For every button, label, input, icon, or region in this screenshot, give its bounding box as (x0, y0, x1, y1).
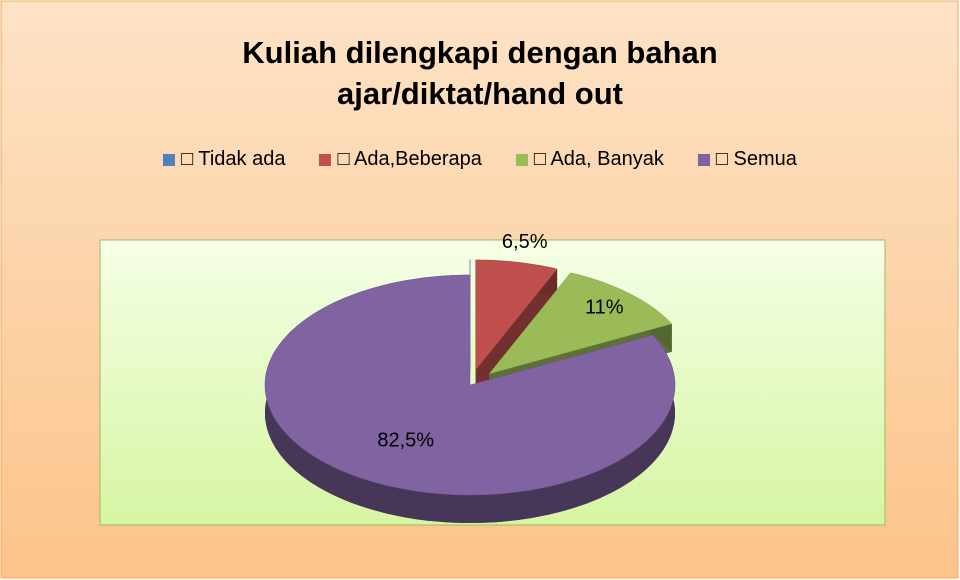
legend-label: □ Ada,Beberapa (337, 148, 482, 170)
legend-item: □ Tidak ada (163, 148, 285, 171)
data-label: 6,5% (502, 231, 548, 253)
legend-label: □ Tidak ada (181, 148, 286, 170)
legend-label: □ Semua (715, 148, 797, 170)
pie-slice (264, 274, 676, 496)
pie-slice (475, 259, 558, 371)
legend-item: □ Ada, Banyak (515, 148, 664, 171)
data-label: 11% (585, 296, 624, 318)
chart-title: Kuliah dilengkapi dengan bahan ajar/dikt… (242, 35, 718, 111)
legend-label: □ Ada, Banyak (533, 148, 664, 170)
legend-item: □ Semua (697, 148, 797, 171)
legend-swatch (515, 153, 528, 166)
legend: □ Tidak ada □ Ada,Beberapa □ Ada, Banyak □ … (0, 148, 960, 171)
pie-slice (488, 272, 673, 375)
legend-swatch (163, 153, 176, 166)
legend-item: □ Ada,Beberapa (319, 148, 482, 171)
legend-swatch (697, 153, 710, 166)
data-label: 82,5% (377, 430, 434, 452)
pie-tops (264, 259, 676, 496)
legend-swatch (319, 153, 332, 166)
